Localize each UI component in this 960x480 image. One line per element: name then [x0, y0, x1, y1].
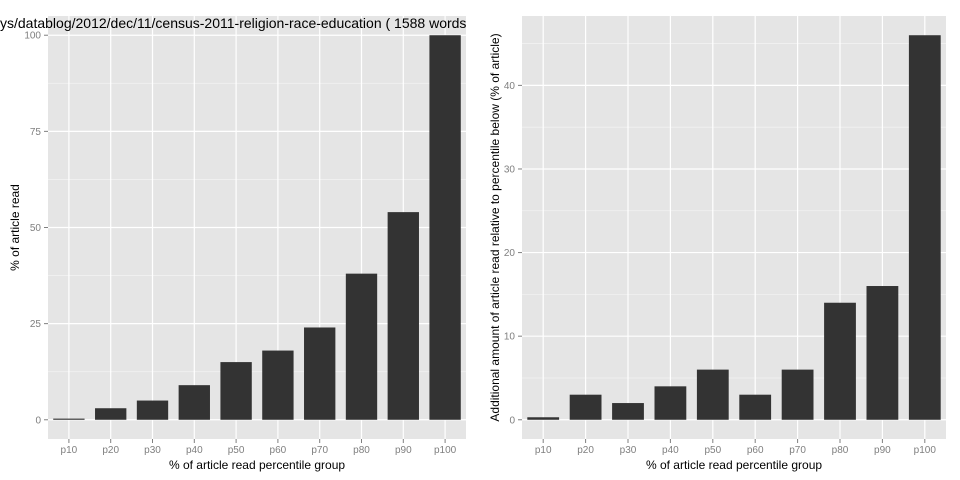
- x-tick-label: p30: [144, 445, 161, 456]
- x-tick-label: p10: [61, 445, 78, 456]
- y-axis-title: % of article read: [8, 184, 22, 271]
- y-tick-label: 40: [504, 81, 516, 92]
- x-tick-label: p60: [747, 445, 764, 456]
- x-tick-label: p100: [434, 445, 457, 456]
- chart-title: ys/datablog/2012/dec/11/census-2011-reli…: [0, 15, 466, 31]
- x-tick-label: p30: [620, 445, 637, 456]
- x-tick-label: p80: [832, 445, 849, 456]
- bar-p100: [908, 35, 941, 420]
- y-tick-label: 100: [24, 31, 41, 42]
- bar-p10: [527, 417, 560, 420]
- bar-p10: [53, 418, 85, 420]
- y-tick-label: 25: [30, 319, 42, 330]
- x-tick-label: p20: [577, 445, 594, 456]
- x-tick-label: p50: [704, 445, 721, 456]
- y-tick-label: 0: [509, 415, 515, 426]
- y-tick-label: 20: [504, 248, 516, 259]
- bar-p90: [866, 286, 899, 420]
- x-tick-label: p50: [228, 445, 245, 456]
- bar-p20: [95, 408, 127, 420]
- bar-p40: [178, 385, 210, 420]
- bar-p60: [262, 350, 294, 420]
- bar-p40: [654, 386, 687, 420]
- bar-p100: [429, 35, 461, 420]
- bar-p50: [220, 362, 252, 420]
- x-tick-label: p40: [662, 445, 679, 456]
- y-axis-title: Additional amount of article read relati…: [488, 33, 502, 421]
- y-tick-label: 0: [35, 415, 41, 426]
- bar-p30: [136, 400, 169, 420]
- bar-p70: [781, 369, 814, 420]
- bar-p50: [696, 369, 729, 420]
- x-tick-label: p40: [186, 445, 203, 456]
- y-tick-label: 30: [504, 164, 516, 175]
- x-tick-label: p80: [353, 445, 370, 456]
- bar-p20: [569, 394, 602, 420]
- y-tick-label: 75: [30, 127, 42, 138]
- y-tick-label: 10: [504, 332, 516, 343]
- bar-p90: [387, 212, 419, 420]
- y-tick-label: 50: [30, 223, 42, 234]
- bar-p70: [304, 327, 336, 420]
- x-axis-title: % of article read percentile group: [169, 458, 345, 472]
- bar-p80: [824, 302, 856, 420]
- x-axis-title: % of article read percentile group: [646, 458, 822, 472]
- x-tick-label: p100: [914, 445, 937, 456]
- bar-p80: [345, 273, 378, 420]
- chart-panel-1: 0 25 50 75 100 p10 p20 p30 p40 p50 p60 p70 p80 p90 p10…: [0, 15, 466, 472]
- x-tick-label: p60: [270, 445, 287, 456]
- x-tick-label: p70: [789, 445, 806, 456]
- bar-p30: [612, 403, 644, 420]
- x-tick-label: p90: [874, 445, 891, 456]
- x-tick-label: p10: [535, 445, 552, 456]
- bar-p60: [739, 394, 772, 420]
- x-tick-label: p20: [102, 445, 119, 456]
- x-tick-label: p70: [311, 445, 328, 456]
- chart-panel-2: 0 10 20 30 40 p10 p20 p30 p40 p50 p60 p70 p80 p90 p100…: [488, 16, 946, 472]
- x-tick-label: p90: [395, 445, 412, 456]
